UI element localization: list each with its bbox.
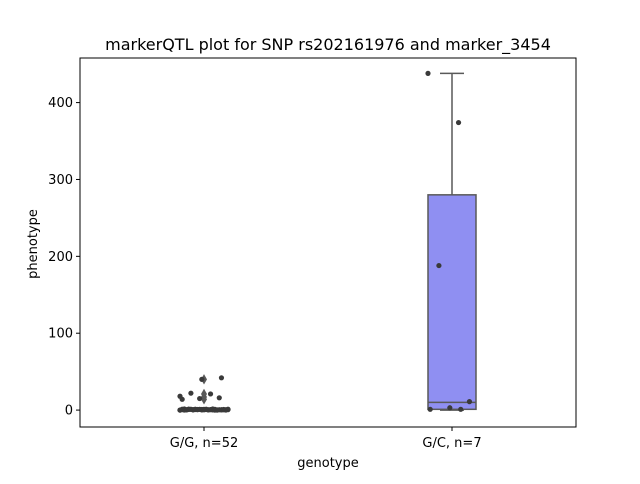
- box-iqr: [427, 194, 477, 411]
- data-point: [216, 395, 222, 401]
- y-axis-label: phenotype: [26, 209, 41, 279]
- data-point: [199, 376, 205, 382]
- data-point: [179, 396, 185, 402]
- data-point: [458, 406, 464, 412]
- y-axis: 0 100 200 300 400: [48, 96, 80, 419]
- data-point: [214, 407, 220, 413]
- y-tick-label: 100: [48, 327, 73, 342]
- x-axis: G/G, n=52 G/C, n=7: [170, 427, 482, 451]
- data-point: [188, 390, 194, 396]
- points-0: [177, 375, 231, 413]
- data-point: [186, 406, 192, 413]
- x-tick-label: G/G, n=52: [170, 436, 238, 451]
- data-point: [427, 406, 433, 412]
- points-1: [425, 70, 473, 412]
- y-tick-label: 200: [48, 250, 73, 265]
- data-point: [425, 70, 431, 76]
- data-point: [466, 399, 473, 405]
- y-tick-label: 400: [48, 96, 73, 111]
- x-tick-label: G/C, n=7: [422, 436, 481, 451]
- data-point: [194, 407, 201, 413]
- data-point: [205, 407, 211, 413]
- data-point: [447, 405, 453, 411]
- plot-frame: [79, 57, 577, 428]
- y-tick-label: 300: [48, 173, 73, 188]
- chart-title: markerQTL plot for SNP rs202161976 and m…: [105, 35, 551, 55]
- x-axis-label: genotype: [297, 456, 358, 471]
- plot-area: [79, 57, 577, 428]
- data-point: [455, 119, 462, 126]
- data-point: [207, 391, 214, 397]
- data-point: [436, 262, 442, 269]
- data-point: [197, 395, 203, 402]
- outlier-marker: [201, 394, 207, 405]
- data-point: [225, 406, 231, 412]
- box-1: [427, 72, 477, 411]
- data-point: [218, 375, 225, 381]
- y-tick-label: 0: [65, 404, 73, 419]
